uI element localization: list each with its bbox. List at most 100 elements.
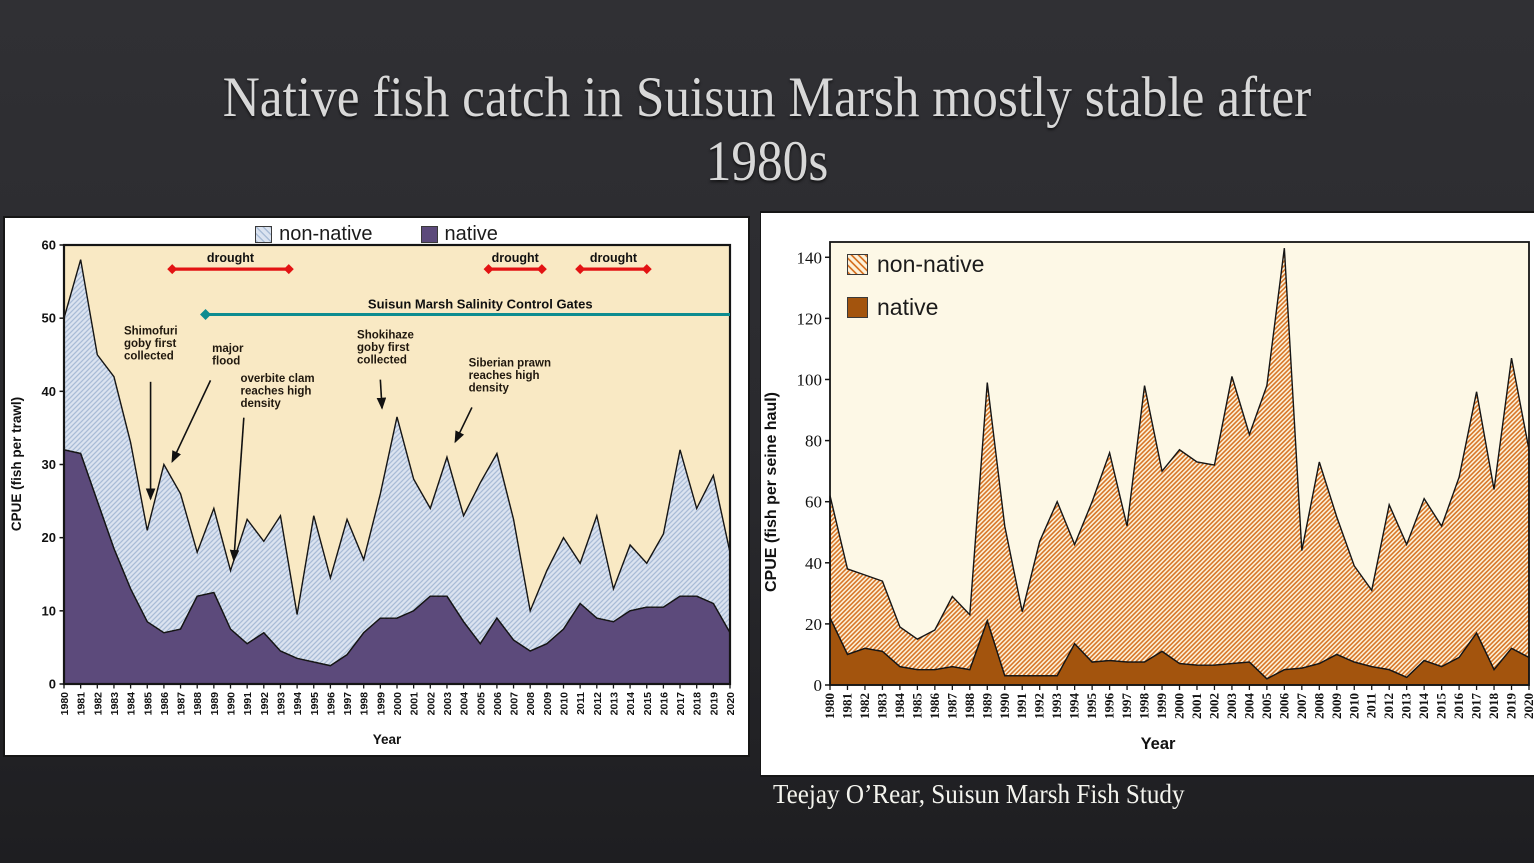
annotation-arrow-icon — [376, 379, 387, 410]
x-tick-label: 2013 — [1399, 693, 1414, 720]
seine-legend-item-non-native: non-native — [847, 251, 984, 278]
seine-chart-panel: 0 20 40 60 80 100 120 140 1980 1981 1982 1983 1984 19… — [760, 211, 1534, 777]
x-tick-label: 1984 — [126, 692, 138, 716]
annotation-label: Shokihaze goby first collected — [357, 330, 414, 367]
x-tick-label: 1997 — [1119, 693, 1134, 720]
trawl-native-area — [63, 448, 731, 685]
y-tick-label: 120 — [797, 309, 823, 328]
x-tick-label: 2017 — [1469, 693, 1484, 720]
x-tick-label: 2017 — [675, 692, 687, 716]
x-tick-label: 2012 — [592, 692, 604, 716]
x-tick-label: 1989 — [209, 692, 221, 716]
y-tick-label: 20 — [805, 615, 822, 634]
x-tick-label: 1994 — [292, 692, 304, 716]
x-tick-label: 2016 — [658, 692, 670, 716]
x-tick-label: 2003 — [442, 692, 454, 716]
y-tick-label: 80 — [805, 432, 822, 451]
x-tick-label: 2000 — [1172, 693, 1187, 719]
x-tick-label: 1986 — [927, 693, 942, 720]
x-tick-label: 2007 — [509, 692, 521, 716]
x-tick-label: 1986 — [159, 692, 171, 716]
y-tick-label: 0 — [49, 677, 56, 692]
x-tick-label: 2019 — [708, 692, 720, 716]
annotation-arrow-icon — [229, 417, 245, 562]
x-tick-label: 1983 — [109, 692, 121, 716]
x-tick-label: 2015 — [642, 692, 654, 716]
x-tick-label: 2002 — [425, 692, 437, 716]
x-tick-label: 2011 — [575, 692, 587, 715]
credit-caption: Teejay O’Rear, Suisun Marsh Fish Study — [773, 779, 1185, 809]
diamond-marker-icon — [536, 264, 547, 275]
x-tick-label: 2004 — [459, 692, 471, 716]
trawl-legend: non-native native — [5, 221, 748, 247]
x-tick-label: 2018 — [692, 692, 704, 716]
x-tick-label: 2009 — [1329, 693, 1344, 720]
x-tick-label: 2020 — [725, 692, 737, 716]
diamond-marker-icon — [483, 264, 494, 275]
y-tick-label: 30 — [42, 457, 56, 472]
x-tick-label: 1993 — [1049, 693, 1064, 720]
annotation-label: Siberian prawn reaches high density — [469, 357, 551, 394]
x-tick-label: 2013 — [608, 692, 620, 716]
y-tick-label: 60 — [42, 238, 56, 253]
x-tick-label: 1985 — [909, 693, 924, 720]
x-tick-label: 1992 — [259, 692, 271, 716]
x-tick-label: 2019 — [1504, 693, 1519, 720]
salinity-gates-label: Suisun Marsh Salinity Control Gates — [368, 297, 593, 312]
x-tick-label: 1985 — [142, 692, 154, 716]
x-tick-label: 1990 — [997, 693, 1012, 719]
trawl-x-axis-title: Year — [372, 732, 402, 747]
trawl-legend-label-native: native — [444, 222, 498, 245]
diamond-marker-icon — [641, 264, 652, 275]
x-tick-label: 1982 — [857, 693, 872, 719]
x-tick-label: 2009 — [542, 692, 554, 716]
non-native-swatch-icon — [847, 254, 868, 275]
x-tick-label: 1987 — [944, 693, 959, 720]
x-tick-label: 1993 — [275, 692, 287, 716]
x-tick-label: 2005 — [475, 692, 487, 716]
x-tick-label: 2001 — [1189, 693, 1204, 719]
annotation-arrow-icon — [171, 380, 212, 464]
x-tick-label: 1995 — [1084, 693, 1099, 720]
seine-y-axis-title: CPUE (fish per seine haul) — [763, 391, 780, 593]
x-tick-label: 1988 — [192, 692, 204, 716]
x-tick-label: 1991 — [1014, 693, 1029, 719]
x-tick-label: 2008 — [1311, 693, 1326, 720]
diamond-marker-icon — [575, 264, 586, 275]
x-tick-label: 1987 — [176, 692, 188, 716]
x-tick-label: 2003 — [1224, 693, 1239, 720]
y-tick-label: 40 — [42, 384, 56, 399]
annotation-arrow-icon — [454, 407, 473, 444]
drought-label: drought — [492, 251, 540, 265]
y-tick-label: 20 — [42, 530, 56, 545]
y-tick-label: 0 — [814, 676, 823, 695]
x-tick-label: 2010 — [559, 692, 571, 716]
x-tick-label: 1994 — [1067, 693, 1082, 720]
x-tick-label: 1989 — [979, 693, 994, 720]
x-tick-label: 1990 — [226, 692, 238, 716]
x-tick-label: 1992 — [1032, 693, 1047, 719]
x-tick-label: 2016 — [1451, 693, 1466, 720]
x-tick-label: 1984 — [892, 693, 907, 720]
x-tick-label: 2014 — [1416, 693, 1431, 720]
x-tick-label: 1999 — [1154, 693, 1169, 720]
x-tick-label: 2005 — [1259, 693, 1274, 720]
x-tick-label: 2014 — [625, 692, 637, 716]
drought-label: drought — [590, 251, 638, 265]
x-tick-label: 2008 — [525, 692, 537, 716]
y-tick-label: 40 — [805, 554, 822, 573]
seine-legend-item-native: native — [847, 294, 938, 321]
x-tick-label: 2011 — [1364, 693, 1379, 718]
x-tick-label: 1983 — [874, 693, 889, 720]
x-tick-label: 1991 — [242, 692, 254, 716]
y-tick-label: 10 — [42, 603, 56, 618]
x-tick-label: 2010 — [1346, 693, 1361, 719]
annotation-label: major flood — [212, 343, 244, 368]
trawl-legend-item-native: native — [420, 222, 498, 246]
x-tick-label: 1999 — [375, 692, 387, 716]
x-tick-label: 1982 — [92, 692, 104, 716]
annotation-label: Shimofuri goby first collected — [124, 325, 178, 362]
diamond-marker-icon — [167, 264, 178, 275]
trawl-chart: 0 10 20 30 40 50 60 1980 1981 1982 1983 1984 1985 198… — [42, 238, 737, 716]
